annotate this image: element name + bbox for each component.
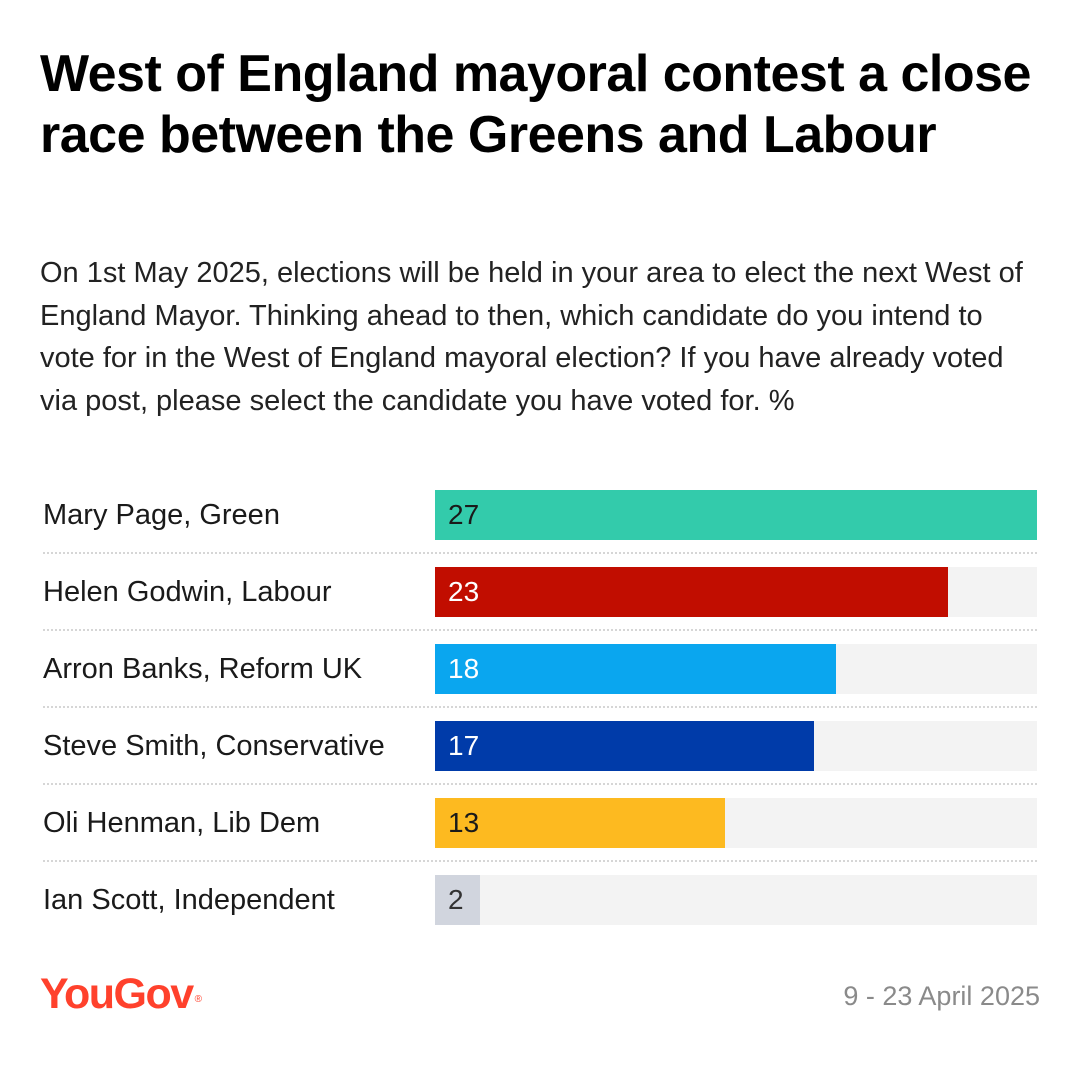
bar-value-label: 17	[448, 730, 480, 761]
row-divider	[43, 783, 1037, 785]
category-label: Steve Smith, Conservative	[43, 730, 385, 762]
bar	[435, 644, 837, 694]
yougov-logo: YouGov ®	[40, 968, 203, 1020]
bar	[435, 875, 480, 925]
bar-track: 2	[435, 875, 1037, 925]
bar	[435, 567, 948, 617]
category-label: Mary Page, Green	[43, 499, 280, 531]
bar	[435, 490, 1037, 540]
registered-mark: ®	[194, 994, 203, 1005]
bar-track: 27	[435, 490, 1037, 540]
bar-value-label: 2	[448, 884, 464, 915]
category-label: Ian Scott, Independent	[43, 884, 335, 916]
row-divider	[43, 629, 1037, 631]
chart-subtitle: On 1st May 2025, elections will be held …	[40, 257, 1023, 417]
bar-track: 17	[435, 721, 1037, 771]
bar-value-label: 23	[448, 576, 480, 607]
chart-title: West of England mayoral contest a close …	[40, 45, 1031, 164]
row-divider	[43, 706, 1037, 708]
bar-track: 18	[435, 644, 1037, 694]
bar-track: 13	[435, 798, 1037, 848]
fieldwork-dates: 9 - 23 April 2025	[843, 981, 1040, 1011]
bar-track: 23	[435, 567, 1037, 617]
row-divider	[43, 552, 1037, 554]
bar-value-label: 27	[448, 499, 480, 530]
bar	[435, 798, 725, 848]
logo-text: YouGov	[40, 970, 194, 1018]
bar-value-label: 18	[448, 653, 480, 684]
row-divider	[43, 860, 1037, 862]
category-label: Arron Banks, Reform UK	[43, 653, 363, 685]
bar	[435, 721, 815, 771]
bar-value-label: 13	[448, 807, 480, 838]
category-label: Oli Henman, Lib Dem	[43, 807, 321, 839]
category-label: Helen Godwin, Labour	[43, 576, 332, 608]
